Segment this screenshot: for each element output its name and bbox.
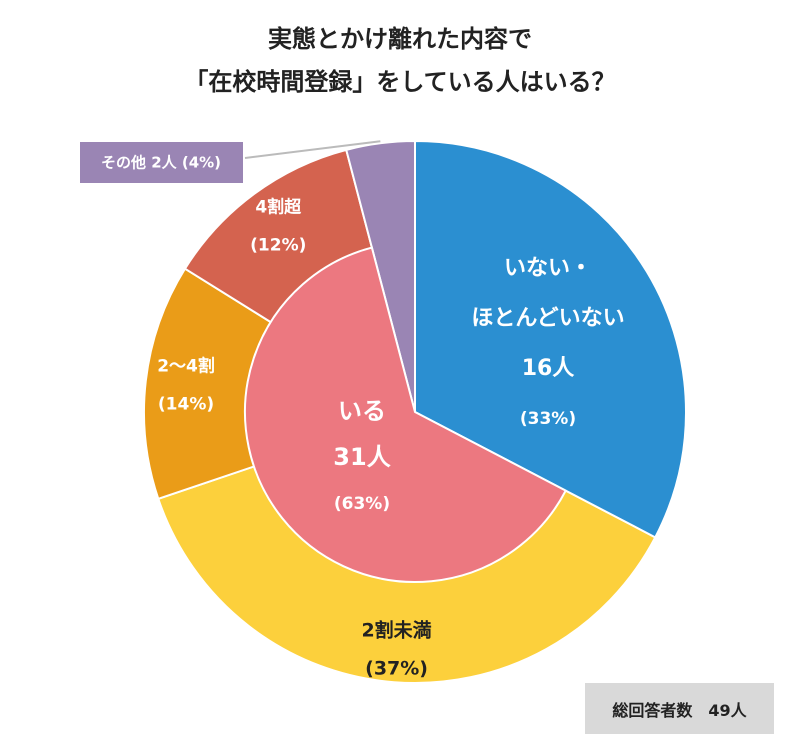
inner-label-1-2: (63%) [334, 494, 390, 514]
outer-label-1-0: 2〜4割 [157, 355, 215, 376]
outer-label-0-0: 2割未満 [361, 618, 431, 641]
inner-label-0-2: 16人 [522, 356, 575, 381]
inner-slice-1 [244, 246, 568, 583]
other-label-box [80, 142, 243, 183]
total-respondents-box: 総回答者数 49人 [585, 683, 774, 734]
inner-label-0-3: (33%) [520, 409, 576, 429]
outer-label-2-0: 4割超 [255, 196, 302, 217]
outer-label-0-1: (37%) [365, 657, 428, 679]
inner-label-1-0: いる [338, 397, 386, 425]
outer-label-2-1: (12%) [250, 235, 306, 255]
inner-slice-0 [414, 139, 687, 539]
chart-title-line1: 実態とかけ離れた内容で [268, 25, 532, 53]
inner-label-0-0: いない・ [504, 256, 592, 281]
other-label-text: その他 2人 (4%) [101, 154, 221, 172]
chart-title: 実態とかけ離れた内容で 「在校時間登録」をしている人はいる？ [0, 18, 800, 104]
chart-title-line2: 「在校時間登録」をしている人はいる？ [184, 68, 616, 96]
inner-label-1-1: 31人 [333, 443, 390, 471]
inner-label-0-1: ほとんどいない [471, 306, 624, 331]
outer-label-1-1: (14%) [158, 394, 214, 414]
other-leader-line [244, 140, 381, 159]
